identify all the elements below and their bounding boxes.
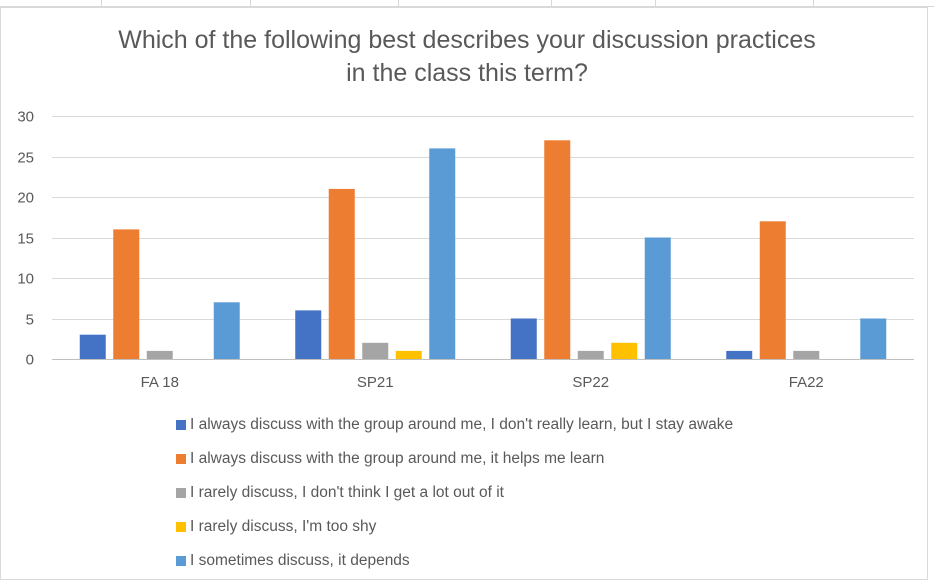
spreadsheet-cell-strip <box>0 0 934 7</box>
legend-swatch <box>176 522 186 532</box>
bar <box>860 318 887 359</box>
bar <box>611 342 638 359</box>
legend-swatch <box>176 556 186 566</box>
bar <box>295 310 322 359</box>
bar <box>726 350 753 359</box>
bar <box>213 302 240 359</box>
bar <box>759 221 786 359</box>
chart-title-line-2: in the class this term? <box>346 59 588 87</box>
y-tick-label: 0 <box>26 352 34 369</box>
bar <box>146 350 173 359</box>
bar <box>328 188 355 359</box>
bar <box>577 350 604 359</box>
x-tick-label: FA 18 <box>141 374 179 391</box>
legend-item: I rarely discuss, I don't think I get a … <box>176 476 733 510</box>
bar <box>544 140 571 359</box>
bar <box>644 237 671 359</box>
bar <box>362 342 389 359</box>
legend-item: I always discuss with the group around m… <box>176 408 733 442</box>
legend-label: I always discuss with the group around m… <box>190 450 605 467</box>
legend-label: I rarely discuss, I don't think I get a … <box>190 484 504 501</box>
chart-legend: I always discuss with the group around m… <box>176 408 733 578</box>
bar <box>510 318 537 359</box>
legend-item: I rarely discuss, I'm too shy <box>176 510 733 544</box>
bar <box>79 334 106 359</box>
legend-swatch <box>176 454 186 464</box>
y-tick-label: 25 <box>17 150 34 167</box>
legend-item: I sometimes discuss, it depends <box>176 544 733 578</box>
y-tick-label: 5 <box>26 312 34 329</box>
legend-label: I always discuss with the group around m… <box>190 416 734 433</box>
chart-title: Which of the following best describes yo… <box>0 24 934 90</box>
y-tick-label: 15 <box>17 231 34 248</box>
legend-swatch <box>176 488 186 498</box>
chart-title-line-1: Which of the following best describes yo… <box>118 26 816 54</box>
legend-label: I sometimes discuss, it depends <box>190 552 410 569</box>
x-tick-label: SP22 <box>572 374 609 391</box>
legend-label: I rarely discuss, I'm too shy <box>190 518 377 535</box>
x-tick-label: FA22 <box>789 374 824 391</box>
bar <box>429 148 456 359</box>
y-tick-label: 10 <box>17 271 34 288</box>
legend-item: I always discuss with the group around m… <box>176 442 733 476</box>
y-tick-label: 20 <box>17 190 34 207</box>
y-tick-label: 30 <box>17 109 34 126</box>
x-tick-label: SP21 <box>357 374 394 391</box>
bar <box>793 350 820 359</box>
bar <box>113 229 140 359</box>
bar <box>395 350 422 359</box>
legend-swatch <box>176 420 186 430</box>
